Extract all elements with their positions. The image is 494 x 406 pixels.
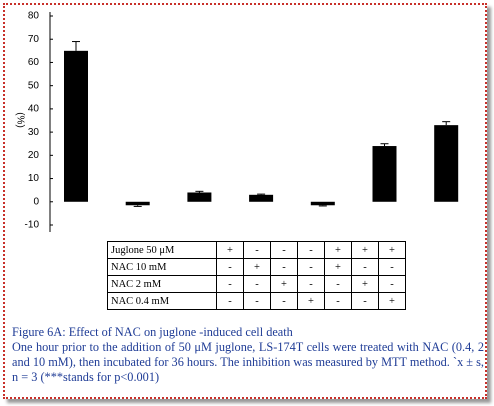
y-tick-label: 40	[28, 104, 40, 115]
table-cell: +	[378, 292, 406, 310]
table-cell: -	[270, 292, 298, 310]
table-cell: NAC 2 mM	[107, 275, 217, 293]
caption-text: One hour prior to the addition of 50 μM …	[12, 340, 484, 384]
table-cell: -	[324, 275, 352, 293]
y-tick-label: 50	[28, 80, 40, 91]
y-tick-label: 80	[28, 11, 40, 22]
y-tick-label: 20	[28, 150, 40, 161]
table-cell: -	[351, 258, 379, 276]
y-tick-label: 60	[28, 57, 40, 68]
table-cell: +	[324, 258, 352, 276]
y-tick-label: -10	[25, 220, 40, 231]
condition-table: Juglone 50 μM + - - - + + + NAC 10 mM - + - - + - - NAC …	[107, 241, 406, 310]
bar	[125, 201, 150, 206]
table-cell: -	[297, 241, 325, 259]
table-row: NAC 2 mM - - + - - + -	[107, 275, 406, 293]
table-cell: -	[243, 292, 271, 310]
caption: Figure 6A: Effect of NAC on juglone -ind…	[12, 325, 484, 385]
table-cell: +	[270, 275, 298, 293]
table-cell: -	[216, 258, 244, 276]
table-row: Juglone 50 μM + - - - + + +	[107, 241, 406, 259]
table-cell: +	[243, 258, 271, 276]
bar	[310, 201, 335, 206]
table-cell: +	[216, 241, 244, 259]
caption-title: Figure 6A: Effect of NAC on juglone -ind…	[12, 325, 293, 339]
bar	[372, 146, 397, 202]
table-cell: +	[297, 292, 325, 310]
table-cell: -	[378, 258, 406, 276]
table-cell: -	[324, 292, 352, 310]
table-cell: +	[351, 241, 379, 259]
y-tick-label: 70	[28, 34, 40, 45]
y-tick-label: 30	[28, 127, 40, 138]
table-cell: -	[270, 241, 298, 259]
table-cell: -	[216, 292, 244, 310]
table-cell: -	[216, 275, 244, 293]
y-tick-label: 0	[33, 196, 39, 207]
bar	[64, 50, 88, 202]
bar	[434, 125, 459, 202]
table-cell: -	[351, 292, 379, 310]
table-cell: NAC 0.4 mM	[107, 292, 217, 310]
table-cell: +	[378, 241, 406, 259]
table-cell: -	[297, 258, 325, 276]
bar	[249, 194, 274, 202]
table-cell: -	[297, 275, 325, 293]
table-cell: -	[243, 275, 271, 293]
table-cell: -	[243, 241, 271, 259]
y-tick-label: 10	[28, 173, 40, 184]
table-cell: NAC 10 mM	[107, 258, 217, 276]
table-cell: +	[351, 275, 379, 293]
table-cell: -	[270, 258, 298, 276]
table-cell: Juglone 50 μM	[107, 241, 217, 259]
table-cell: +	[324, 241, 352, 259]
table-cell: -	[378, 275, 406, 293]
bar	[187, 192, 212, 202]
y-axis-label: (%)	[14, 112, 25, 128]
table-row: NAC 0.4 mM - - - + - - +	[107, 292, 406, 310]
table-row: NAC 10 mM - + - - + - -	[107, 258, 406, 276]
